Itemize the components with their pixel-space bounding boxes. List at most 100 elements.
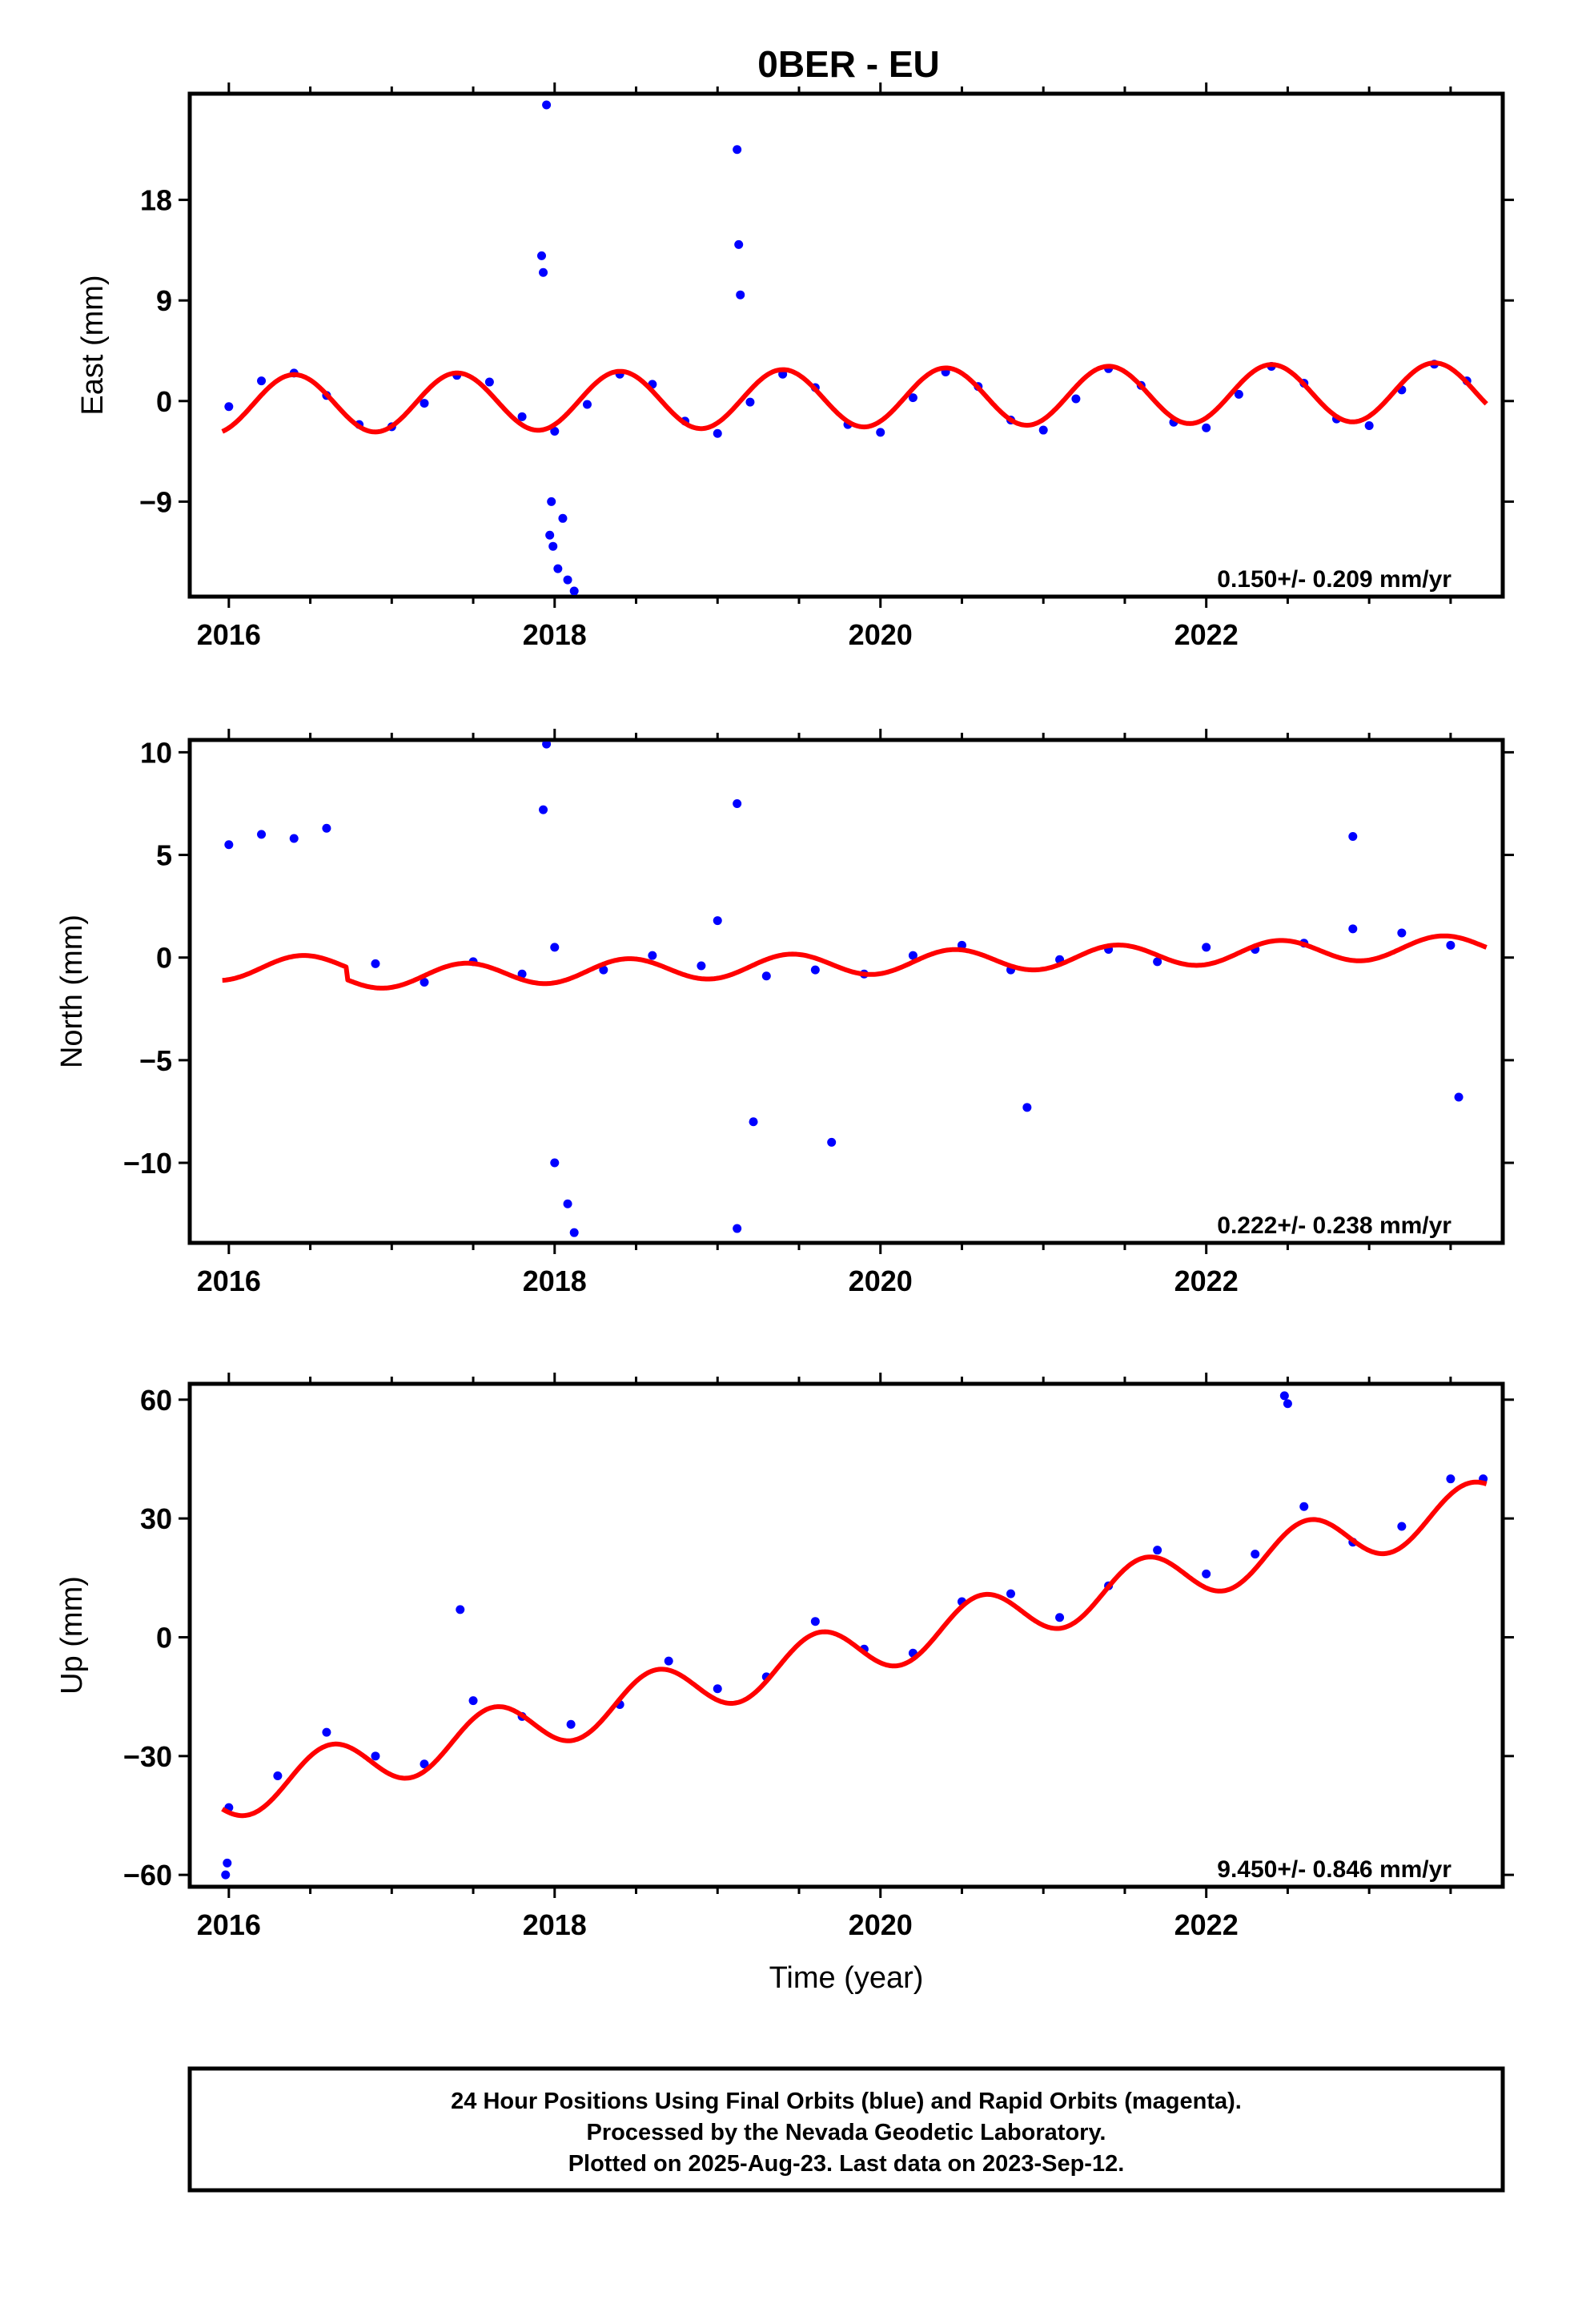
north-data-point: [322, 823, 331, 833]
east-ylabel: East (mm): [76, 275, 110, 415]
east-data-point: [1234, 389, 1243, 399]
north-panel: 2016 2018 2020 2022 10 5 0 −5 −10 North (mm) 0.2…: [55, 729, 1514, 1297]
north-data-point: [733, 798, 742, 808]
up-data-point: [420, 1759, 429, 1769]
east-rate-label: 0.150+/- 0.209 mm/yr: [1217, 566, 1452, 593]
up-data-point: [566, 1719, 576, 1729]
north-ylabel: North (mm): [55, 915, 89, 1068]
north-y-tick-label: 0: [156, 942, 172, 975]
north-data-point: [420, 977, 429, 987]
up-panel: 2016 2018 2020 2022 60 30 0 −30 −60 Up (mm) 9.45…: [55, 1373, 1514, 1941]
footer-line-3: Plotted on 2025-Aug-23. Last data on 202…: [568, 2151, 1125, 2177]
east-y-tick-label: −9: [139, 485, 172, 518]
figure-title: 0BER - EU: [757, 43, 939, 85]
up-y-tick-label: 30: [140, 1502, 172, 1535]
east-data-layer: [221, 100, 1488, 595]
up-data-point: [1283, 1399, 1292, 1409]
east-data-point: [553, 564, 563, 573]
east-data-point: [733, 145, 742, 155]
north-data-point: [224, 840, 234, 850]
east-data-point: [542, 100, 552, 110]
east-data-point: [1038, 425, 1048, 435]
north-x-tick-label: 2018: [523, 1265, 587, 1297]
north-x-tick-label: 2022: [1174, 1265, 1239, 1297]
north-y-tick-label: 10: [140, 736, 172, 769]
north-data-point: [1202, 943, 1211, 952]
up-data-point: [1299, 1502, 1309, 1511]
east-x-tick-label: 2016: [197, 618, 261, 651]
north-data-point: [1348, 831, 1358, 841]
up-plot-frame: [187, 1381, 1505, 1889]
up-data-point: [223, 1858, 232, 1868]
east-data-point: [550, 426, 560, 436]
up-data-point: [1202, 1569, 1211, 1578]
north-data-point: [1397, 928, 1407, 938]
north-data-point: [563, 1199, 572, 1208]
east-data-point: [257, 376, 267, 386]
north-data-point: [550, 1158, 560, 1168]
up-data-point: [273, 1771, 283, 1781]
east-data-point: [1071, 394, 1081, 404]
east-data-point: [224, 402, 234, 412]
east-data-point: [1202, 423, 1211, 432]
east-data-point: [558, 513, 568, 523]
north-data-point: [371, 959, 380, 968]
up-data-layer: [221, 1391, 1488, 1880]
up-x-tick-label: 2022: [1174, 1908, 1239, 1941]
east-data-point: [745, 397, 755, 407]
east-y-tick-label: 0: [156, 385, 172, 418]
east-data-point: [563, 575, 572, 585]
east-y-tick-label: 18: [140, 184, 172, 217]
up-data-point: [713, 1684, 722, 1694]
up-data-point: [1153, 1546, 1162, 1555]
up-data-point: [664, 1656, 673, 1666]
north-data-point: [648, 951, 657, 960]
north-data-point: [713, 916, 722, 926]
north-data-point: [697, 961, 706, 971]
east-y-tick-label: 9: [156, 284, 172, 317]
east-x-tick-label: 2018: [523, 618, 587, 651]
up-data-point: [1006, 1589, 1016, 1598]
up-data-point: [322, 1727, 331, 1737]
east-data-point: [876, 428, 885, 437]
north-x-tick-label: 2016: [197, 1265, 261, 1297]
east-panel: 2016 2018 2020 2022 18 9 0 −9 East (mm) 0.150+/…: [76, 82, 1514, 651]
east-data-point: [539, 267, 548, 277]
north-x-tick-label: 2020: [849, 1265, 913, 1297]
up-data-point: [1055, 1613, 1065, 1622]
north-data-point: [1446, 940, 1456, 950]
east-data-point: [908, 393, 917, 403]
x-axis-label: Time (year): [769, 1961, 924, 1995]
up-data-point: [1446, 1474, 1456, 1484]
north-data-point: [517, 969, 527, 979]
north-y-tick-label: 5: [156, 839, 172, 872]
north-data-point: [1153, 957, 1162, 967]
east-data-point: [569, 586, 579, 595]
east-data-point: [545, 530, 555, 540]
north-data-point: [908, 951, 917, 960]
north-y-tick-label: −5: [139, 1044, 172, 1077]
up-y-tick-label: −60: [123, 1859, 172, 1892]
east-x-tick-label: 2022: [1174, 618, 1239, 651]
east-model-fit-line: [221, 360, 1488, 435]
east-data-point: [547, 497, 556, 506]
up-y-tick-label: 0: [156, 1621, 172, 1654]
north-y-tick-label: −10: [123, 1147, 172, 1180]
north-data-point: [749, 1117, 758, 1127]
up-data-point: [456, 1605, 465, 1614]
north-data-point: [1454, 1092, 1464, 1102]
north-data-point: [542, 742, 552, 749]
up-data-point: [221, 1870, 231, 1880]
footer-box: 24 Hour Positions Using Final Orbits (bl…: [187, 2066, 1505, 2193]
up-rate-label: 9.450+/- 0.846 mm/yr: [1217, 1856, 1452, 1883]
north-data-point: [810, 965, 820, 975]
east-data-point: [420, 399, 429, 408]
north-data-point: [539, 805, 548, 814]
east-data-point: [484, 377, 494, 387]
north-data-point: [599, 965, 608, 975]
north-data-point: [289, 834, 299, 843]
up-data-point: [810, 1617, 820, 1626]
north-model-fit-line: [221, 933, 1488, 991]
up-ylabel: Up (mm): [55, 1576, 89, 1695]
north-rate-label: 0.222+/- 0.238 mm/yr: [1217, 1212, 1452, 1239]
